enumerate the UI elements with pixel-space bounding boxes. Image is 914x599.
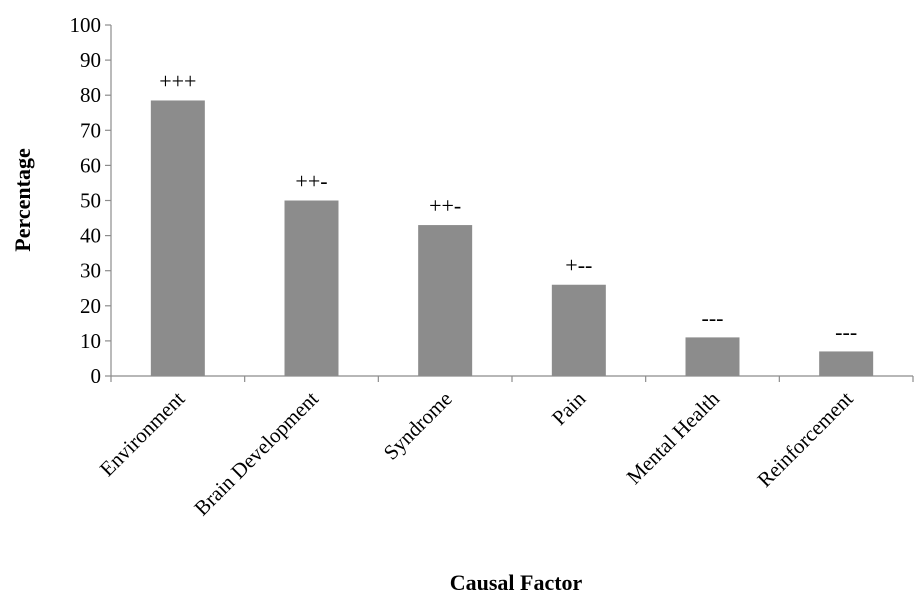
y-tick-label: 80: [80, 83, 101, 107]
y-tick-label: 40: [80, 224, 101, 248]
y-tick-label: 20: [80, 294, 101, 318]
plot-area: [110, 25, 913, 377]
x-category-label: Pain: [547, 386, 591, 430]
bar-annotation: +--: [565, 253, 592, 278]
bar-annotation: +++: [159, 68, 196, 93]
y-axis-ticks: 0 10 20 30 40 50 60 70 80 90 100: [70, 13, 111, 388]
y-tick-label: 30: [80, 259, 101, 283]
x-axis-categories: Environment Brain Development Syndrome Pain…: [95, 376, 914, 520]
y-tick-label: 90: [80, 48, 101, 72]
y-tick-label: 50: [80, 189, 101, 213]
bar: [418, 225, 473, 376]
x-category-label: Environment: [95, 386, 190, 481]
x-category-label: Syndrome: [379, 387, 457, 465]
x-category-label: Reinforcement: [752, 386, 857, 491]
bar-annotation: ---: [702, 305, 724, 330]
bar: [819, 351, 874, 376]
y-tick-label: 100: [70, 13, 102, 37]
bar-annotation: ++-: [295, 169, 327, 194]
bars: [150, 100, 874, 376]
bar: [150, 100, 205, 376]
bar-annotation: ---: [835, 319, 857, 344]
bar: [685, 337, 740, 376]
bar: [284, 200, 339, 376]
y-tick-label: 70: [80, 118, 101, 142]
x-category-label: Brain Development: [189, 386, 323, 520]
y-tick-label: 0: [91, 364, 102, 388]
y-tick-label: 10: [80, 329, 101, 353]
x-category-label: Mental Health: [622, 386, 725, 489]
y-axis-title: Percentage: [10, 148, 35, 252]
bar: [551, 284, 606, 376]
bar-annotation: ++-: [429, 193, 461, 218]
y-tick-label: 60: [80, 153, 101, 177]
x-axis-title: Causal Factor: [450, 570, 583, 595]
bar-annotations: +++ ++- ++- +-- --- ---: [159, 68, 857, 344]
